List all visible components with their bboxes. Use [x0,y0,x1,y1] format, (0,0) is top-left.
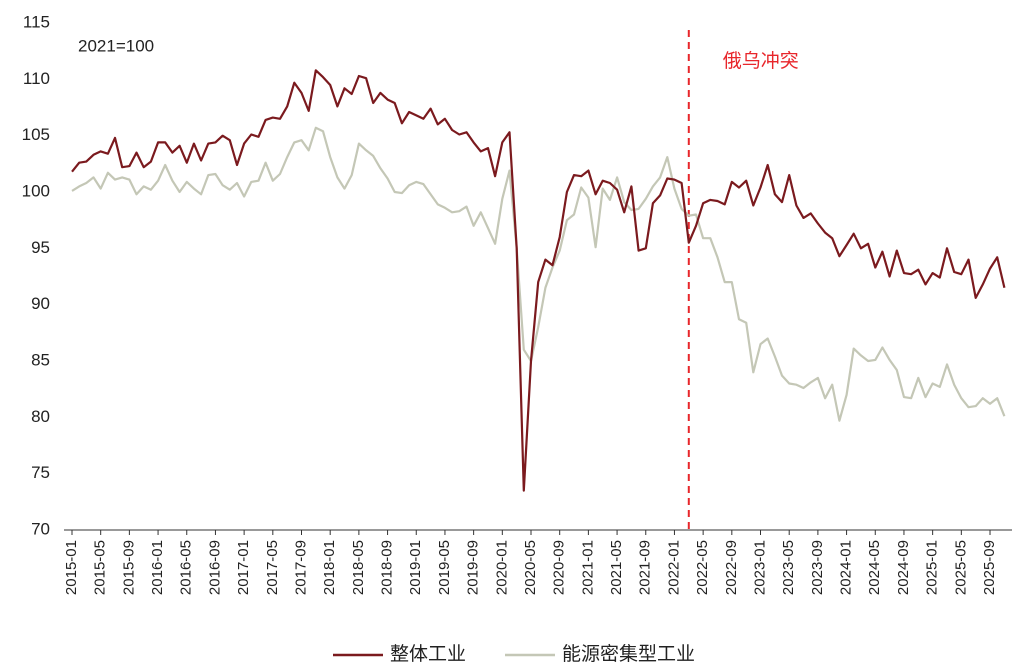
series-line [71,126,1006,422]
y-tick-label: 70 [31,519,50,538]
x-tick-label: 2017-01 [235,540,252,595]
y-tick-label: 105 [22,125,50,144]
x-tick-label: 2015-09 [120,540,137,595]
x-tick-label: 2025-09 [981,540,998,595]
legend-label: 能源密集型工业 [562,643,695,665]
x-tick-label: 2016-09 [206,540,223,595]
x-tick-label: 2025-01 [924,540,941,595]
legend-label: 整体工业 [390,643,466,665]
event-label: 俄乌冲突 [723,50,799,72]
y-tick-label: 100 [22,181,50,200]
y-tick-label: 80 [31,407,50,426]
x-tick-label: 2017-05 [264,540,281,595]
x-tick-label: 2018-09 [379,540,396,595]
x-tick-label: 2020-09 [551,540,568,595]
x-tick-label: 2021-01 [579,540,596,595]
x-tick-label: 2019-09 [465,540,482,595]
x-tick-label: 2024-05 [866,540,883,595]
x-tick-label: 2015-01 [63,540,80,595]
x-tick-label: 2023-05 [780,540,797,595]
x-tick-label: 2018-01 [321,540,338,595]
x-tick-label: 2023-01 [751,540,768,595]
x-tick-label: 2024-09 [895,540,912,595]
x-tick-label: 2023-09 [809,540,826,595]
x-tick-label: 2025-05 [952,540,969,595]
x-tick-label: 2016-01 [149,540,166,595]
y-tick-label: 75 [31,463,50,482]
y-tick-label: 110 [23,69,50,88]
y-tick-label: 115 [23,12,50,31]
x-tick-label: 2016-05 [178,540,195,595]
x-tick-label: 2022-01 [665,540,682,595]
series-line [71,69,1006,492]
x-tick-label: 2015-05 [92,540,109,595]
y-tick-label: 85 [31,350,50,369]
base-note: 2021=100 [78,36,154,55]
x-tick-label: 2018-05 [350,540,367,595]
x-tick-label: 2020-01 [493,540,510,595]
x-tick-label: 2020-05 [522,540,539,595]
x-tick-label: 2022-05 [694,540,711,595]
x-tick-label: 2017-09 [292,540,309,595]
y-tick-label: 95 [31,238,50,257]
y-tick-label: 90 [31,294,50,313]
x-tick-label: 2019-01 [407,540,424,595]
x-tick-label: 2021-05 [608,540,625,595]
x-tick-label: 2022-09 [723,540,740,595]
x-tick-label: 2024-01 [838,540,855,595]
x-tick-label: 2021-09 [637,540,654,595]
x-tick-label: 2019-05 [436,540,453,595]
